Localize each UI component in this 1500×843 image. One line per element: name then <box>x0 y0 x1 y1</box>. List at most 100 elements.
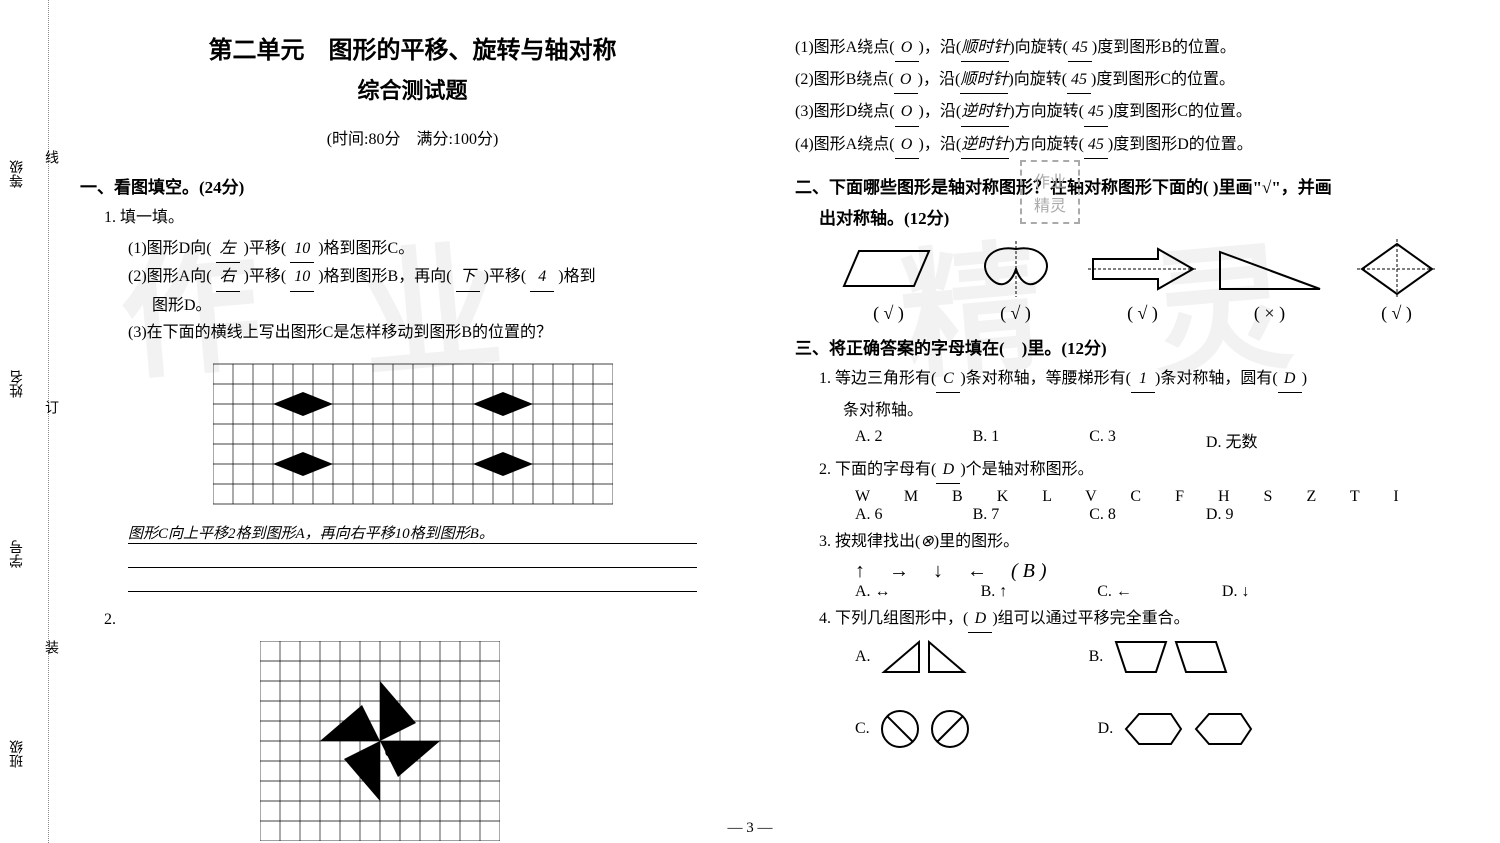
s3q4-labelC: C. <box>855 720 870 738</box>
s3q1-optB: B. 1 <box>973 428 1000 452</box>
r3-t4: )度到图形C的位置。 <box>1108 103 1252 120</box>
section2-header2: 出对称轴。(12分) <box>819 204 1460 229</box>
r4-b1: O <box>895 131 919 159</box>
s3q4-t2: )组可以通过平移完全重合。 <box>992 610 1189 627</box>
s3q3-t2: )里的图形。 <box>934 533 1019 550</box>
s3q1-optA: A. 2 <box>855 428 883 452</box>
s3q3-optD: D. ↓ <box>1222 583 1250 601</box>
q1c-answer2 <box>128 548 697 568</box>
q1b-t2: )平移( <box>244 268 287 285</box>
s3q4-optC: C. <box>855 707 978 752</box>
r4-b3: 45 <box>1084 131 1108 159</box>
r2-t2: )，沿( <box>918 71 961 88</box>
r4-t4: )度到图形D的位置。 <box>1108 136 1253 153</box>
s3q3-answer: ( B ) <box>1011 560 1047 583</box>
s3q4-optA: A. <box>855 637 969 677</box>
r2-b1: O <box>894 66 918 94</box>
s3q3-sequence: ↑ → ↓ ← ( B ) <box>855 560 1460 583</box>
q1b-b4: 4 <box>530 263 554 291</box>
check2: ( √ ) <box>952 303 1079 324</box>
q1c-answer3 <box>128 572 697 592</box>
s3q1-b3: D <box>1278 365 1302 393</box>
s3q4-labelB: B. <box>1089 648 1104 666</box>
q1b-t4: )平移( <box>484 268 527 285</box>
s3q3-t1: 3. 按规律找出( <box>819 533 920 550</box>
s3q1-line2: 条对称轴。 <box>843 397 1460 424</box>
rot1: (1)图形A绕点(O)，沿(顺时针)向旋转(45)度到图形B的位置。 <box>795 34 1460 62</box>
r4-b2: 逆时针 <box>961 131 1009 159</box>
r3-b2: 逆时针 <box>961 98 1009 126</box>
q1a: (1)图形D向( 左 )平移( 10 )格到图形C。 <box>128 235 745 263</box>
s3q2-t1: 2. 下面的字母有( <box>819 461 936 478</box>
shape-parallelogram <box>825 241 952 296</box>
r2-t: (2)图形B绕点( <box>795 71 894 88</box>
s3q3-optC: C. ← <box>1097 583 1132 601</box>
q1a-text: (1)图形D向( <box>128 240 212 257</box>
s2h-b: )里画"√"，并画 <box>1213 178 1332 197</box>
r4-t2: )，沿( <box>919 136 962 153</box>
rot2: (2)图形B绕点(O)，沿(顺时针)向旋转(45)度到图形C的位置。 <box>795 66 1460 94</box>
s3q3-options: A. ↔ B. ↑ C. ← D. ↓ <box>855 583 1460 601</box>
s3q3-optA: A. ↔ <box>855 583 891 601</box>
r1-b3: 45 <box>1068 34 1092 62</box>
section1-header: 一、看图填空。(24分) <box>80 173 745 198</box>
r4-t: (4)图形A绕点( <box>795 136 895 153</box>
s3q4-labelA: A. <box>855 648 871 666</box>
r1-t4: )度到图形B的位置。 <box>1092 39 1236 56</box>
rot4: (4)图形A绕点(O)，沿(逆时针)方向旋转(45)度到图形D的位置。 <box>795 131 1460 159</box>
unit-title: 第二单元 图形的平移、旋转与轴对称 <box>80 30 745 65</box>
s3q1-optC: C. 3 <box>1089 428 1116 452</box>
s3q2: 2. 下面的字母有(D)个是轴对称图形。 <box>819 456 1460 484</box>
shape-butterfly <box>952 239 1079 299</box>
check5: ( √ ) <box>1333 303 1460 324</box>
q1: 1. 填一填。 <box>104 204 745 231</box>
q1a-text2: )平移( <box>244 240 287 257</box>
s3q3: 3. 按规律找出(⊗)里的图形。 <box>819 528 1460 555</box>
q1b-t1: (2)图形A向( <box>128 268 212 285</box>
q2: 2. <box>104 606 745 633</box>
s3q4-optB: B. <box>1089 637 1232 677</box>
q1b-b3: 下 <box>456 263 480 291</box>
arrow-down-icon: ↓ <box>933 560 943 583</box>
check1: ( √ ) <box>825 303 952 324</box>
r1-t2: )，沿( <box>919 39 962 56</box>
r3-t: (3)图形D绕点( <box>795 103 895 120</box>
arrow-left-icon: ← <box>967 560 987 583</box>
s3q3-optB: B. ↑ <box>981 583 1008 601</box>
rot3: (3)图形D绕点(O)，沿(逆时针)方向旋转(45)度到图形C的位置。 <box>795 98 1460 126</box>
q1b-t5: )格到 <box>558 268 595 285</box>
r1-b2: 顺时针 <box>961 34 1009 62</box>
r2-b3: 45 <box>1067 66 1091 94</box>
s3q2-letters: W M B K L V C F H S Z T I <box>855 488 1460 506</box>
q1b-b2: 10 <box>290 263 314 291</box>
subtitle: 综合测试题 <box>80 73 745 105</box>
svg-text:O: O <box>384 744 395 761</box>
s3q4: 4. 下列几组图形中，(D)组可以通过平移完全重合。 <box>819 605 1460 633</box>
s3q2-b: D <box>936 456 960 484</box>
s3q4-labelD: D. <box>1098 720 1114 738</box>
s3q1-b2: 1 <box>1131 365 1155 393</box>
q1b-t3: )格到图形B，再向( <box>318 268 451 285</box>
s3q3-icon: ⊗ <box>920 533 933 550</box>
r2-t4: )度到图形C的位置。 <box>1091 71 1235 88</box>
r2-b2: 顺时针 <box>960 66 1008 94</box>
section2-header: 二、下面哪些图形是轴对称图形？在轴对称图形下面的( )里画"√"，并画 <box>795 173 1460 198</box>
shape-diamond <box>1333 239 1460 299</box>
s3q2-options: A. 6 B. 7 C. 8 D. 9 <box>855 506 1460 524</box>
check4: ( × ) <box>1206 303 1333 324</box>
r3-t2: )，沿( <box>919 103 962 120</box>
q1a-blank1: 左 <box>216 235 240 263</box>
shape-right-triangle <box>1206 244 1333 294</box>
s3q2-optB: B. 7 <box>973 506 1000 524</box>
s3q4-options: A. B. C. D. <box>855 637 1460 752</box>
s3q2-optD: D. 9 <box>1206 506 1234 524</box>
q1b-line2: 图形D。 <box>152 292 745 319</box>
page-number: — 3 — <box>728 820 773 837</box>
check-row: ( √ ) ( √ ) ( √ ) ( × ) ( √ ) <box>825 303 1460 324</box>
arrow-right-icon: → <box>889 560 909 583</box>
r3-t3: )方向旋转( <box>1009 103 1084 120</box>
r4-t3: )方向旋转( <box>1009 136 1084 153</box>
s3q4-optD: D. <box>1098 709 1262 749</box>
grid-figure-1 <box>213 354 613 514</box>
s3q1-b1: C <box>936 365 960 393</box>
